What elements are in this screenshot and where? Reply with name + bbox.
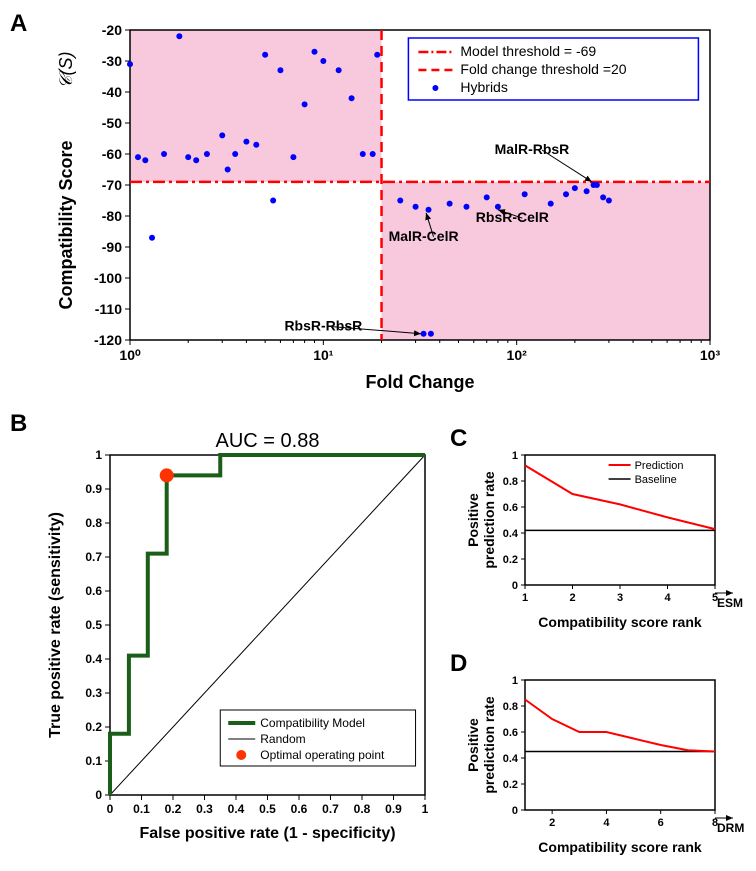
svg-text:Compatibility score rank: Compatibility score rank	[538, 614, 702, 630]
svg-text:1: 1	[522, 592, 528, 604]
svg-text:-30: -30	[102, 53, 122, 69]
svg-text:False positive rate (1 - speci: False positive rate (1 - specificity)	[139, 825, 395, 842]
svg-text:3: 3	[617, 592, 623, 604]
svg-text:Optimal operating point: Optimal operating point	[260, 748, 385, 762]
panel-a-label: A	[10, 10, 27, 38]
svg-text:-100: -100	[94, 270, 122, 286]
svg-text:Compatibility Model: Compatibility Model	[260, 716, 365, 730]
svg-text:Positive: Positive	[465, 718, 481, 772]
svg-text:0.4: 0.4	[228, 802, 245, 816]
svg-text:10⁰: 10⁰	[119, 347, 141, 363]
svg-text:-70: -70	[102, 177, 122, 193]
svg-text:Model threshold = -69: Model threshold = -69	[460, 43, 596, 59]
svg-text:0.3: 0.3	[85, 686, 102, 700]
svg-text:10³: 10³	[700, 347, 721, 363]
svg-text:0.3: 0.3	[196, 802, 213, 816]
svg-text:-60: -60	[102, 146, 122, 162]
svg-text:True positive rate (sensitivit: True positive rate (sensitivity)	[47, 512, 64, 738]
svg-text:0.6: 0.6	[291, 802, 308, 816]
svg-text:0.9: 0.9	[385, 802, 402, 816]
svg-text:Random: Random	[260, 732, 305, 746]
svg-text:0.1: 0.1	[133, 802, 150, 816]
svg-text:0.8: 0.8	[503, 476, 518, 488]
svg-text:0.2: 0.2	[503, 779, 518, 791]
svg-text:1: 1	[422, 802, 429, 816]
svg-text:0.5: 0.5	[85, 618, 102, 632]
figure-container: A -120-110-100-90-80-70-60-50-40-30-2010…	[10, 10, 746, 861]
svg-text:2: 2	[569, 592, 575, 604]
svg-text:0: 0	[512, 805, 518, 817]
svg-text:-80: -80	[102, 208, 122, 224]
svg-text:-120: -120	[94, 332, 122, 348]
svg-text:1: 1	[95, 448, 102, 462]
panel-d: 246800.20.40.60.81Compatibility score ra…	[460, 670, 750, 860]
svg-text:prediction rate: prediction rate	[481, 696, 497, 793]
svg-text:4: 4	[603, 817, 610, 829]
svg-text:1: 1	[512, 675, 518, 687]
svg-text:0.7: 0.7	[85, 550, 102, 564]
svg-text:0.4: 0.4	[503, 753, 519, 765]
svg-text:0.8: 0.8	[354, 802, 371, 816]
svg-text:0.2: 0.2	[503, 554, 518, 566]
svg-text:0.6: 0.6	[503, 727, 518, 739]
svg-text:1: 1	[512, 450, 518, 462]
svg-text:10¹: 10¹	[313, 347, 334, 363]
svg-text:Prediction: Prediction	[635, 460, 684, 472]
svg-text:0.8: 0.8	[503, 701, 518, 713]
svg-text:RbsR-CelR: RbsR-CelR	[476, 209, 549, 225]
svg-text:0.2: 0.2	[85, 720, 102, 734]
svg-text:0.6: 0.6	[503, 502, 518, 514]
panel-a: -120 -110 -100 -90 -80 -70 -60 -50 -40 -30 -20 10⁰ 1…	[50, 20, 730, 400]
svg-text:4: 4	[664, 592, 671, 604]
svg-text:RbsR-RbsR: RbsR-RbsR	[284, 318, 362, 334]
svg-text:prediction rate: prediction rate	[481, 471, 497, 568]
svg-text:0.4: 0.4	[85, 652, 102, 666]
svg-text:2: 2	[549, 817, 555, 829]
svg-text:DRM: DRM	[717, 821, 744, 835]
panel-c: 1234500.20.40.60.81Compatibility score r…	[460, 445, 750, 635]
svg-text:Fold change threshold =20: Fold change threshold =20	[460, 61, 626, 77]
svg-text:0.7: 0.7	[322, 802, 339, 816]
svg-text:10²: 10²	[507, 347, 528, 363]
svg-text:Compatibility score rank: Compatibility score rank	[538, 839, 702, 855]
svg-text:-110: -110	[95, 301, 122, 317]
svg-text:0.8: 0.8	[85, 516, 102, 530]
svg-text:0: 0	[512, 580, 518, 592]
svg-text:Fold Change: Fold Change	[366, 372, 475, 392]
svg-text:AUC = 0.88: AUC = 0.88	[216, 430, 320, 452]
svg-text:Hybrids: Hybrids	[460, 79, 507, 95]
svg-text:0.9: 0.9	[85, 482, 102, 496]
svg-text:0.4: 0.4	[503, 528, 519, 540]
svg-text:-40: -40	[102, 84, 122, 100]
svg-text:0.1: 0.1	[85, 754, 102, 768]
svg-text:MalR-RbsR: MalR-RbsR	[495, 141, 570, 157]
svg-text:𝒞(S): 𝒞(S)	[56, 51, 76, 88]
svg-text:Baseline: Baseline	[635, 474, 677, 486]
svg-text:0: 0	[95, 788, 102, 802]
panel-b-label: B	[10, 410, 27, 438]
svg-text:Compatibility Score: Compatibility Score	[56, 140, 76, 309]
svg-text:-50: -50	[102, 115, 122, 131]
svg-text:0: 0	[107, 802, 114, 816]
panel-b: 0 0.1 0.2 0.3 0.4 0.5 0.6 0.7 0.8 0.9 1 0 0.1 0.2 0.3 0…	[40, 420, 440, 850]
svg-text:-20: -20	[102, 22, 122, 38]
svg-text:ESM: ESM	[717, 596, 743, 610]
svg-text:Positive: Positive	[465, 493, 481, 547]
svg-text:0.2: 0.2	[165, 802, 182, 816]
svg-text:MalR-CelR: MalR-CelR	[389, 228, 459, 244]
svg-text:0.5: 0.5	[259, 802, 276, 816]
svg-text:-90: -90	[102, 239, 122, 255]
svg-text:6: 6	[658, 817, 664, 829]
svg-text:0.6: 0.6	[85, 584, 102, 598]
